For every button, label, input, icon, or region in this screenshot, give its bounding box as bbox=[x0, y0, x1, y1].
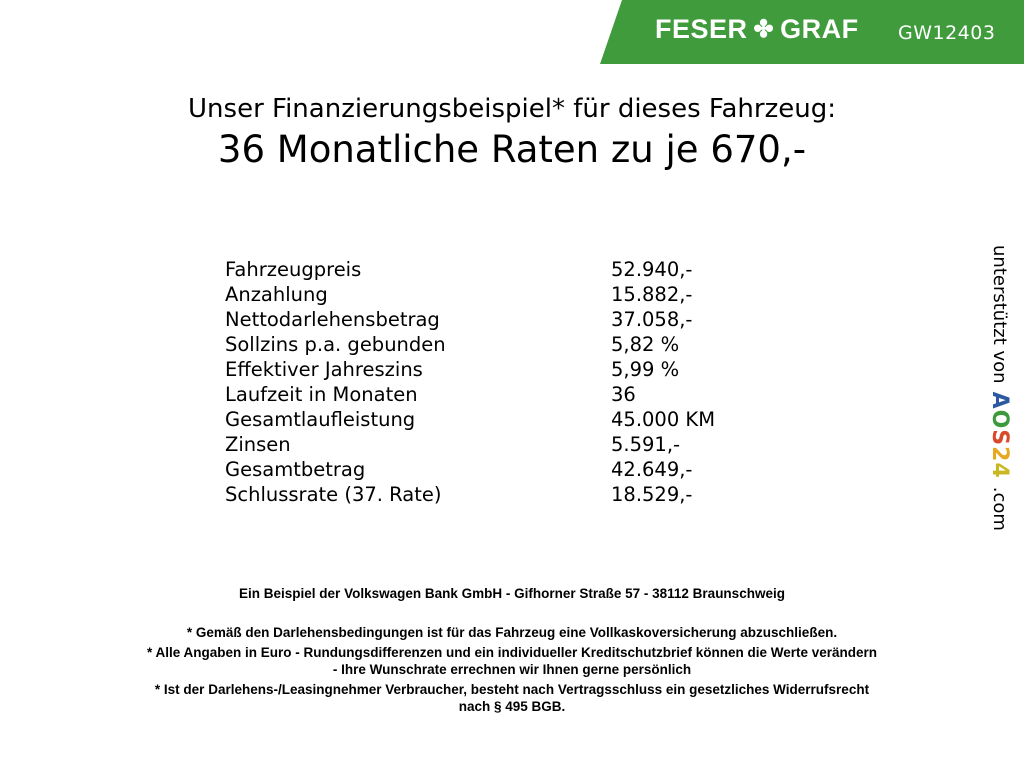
row-label: Schlussrate (37. Rate) bbox=[225, 483, 442, 506]
row-value: 18.529,- bbox=[611, 483, 693, 506]
row-value: 45.000 KM bbox=[611, 408, 716, 431]
footnote-euro-cont: - Ihre Wunschrate errechnen wir Ihnen ge… bbox=[332, 662, 692, 677]
table-row: Laufzeit in Monaten 36 bbox=[225, 382, 825, 407]
row-value: 5,99 % bbox=[611, 358, 680, 381]
financing-table: Fahrzeugpreis 52.940,- Anzahlung 15.882,- … bbox=[225, 257, 825, 507]
row-label: Nettodarlehensbetrag bbox=[225, 308, 440, 331]
page-title: Unser Finanzierungsbeispiel* für dieses … bbox=[188, 94, 836, 124]
footnote-insurance: * Gemäß den Darlehensbedingungen ist für… bbox=[186, 625, 838, 640]
footnote-euro: * Alle Angaben in Euro - Rundungsdiffere… bbox=[146, 645, 878, 660]
row-value: 37.058,- bbox=[611, 308, 693, 331]
row-label: Gesamtlaufleistung bbox=[225, 408, 416, 431]
clover-icon: ✤ bbox=[753, 15, 775, 43]
table-row: Effektiver Jahreszins 5,99 % bbox=[225, 357, 825, 382]
table-row: Anzahlung 15.882,- bbox=[225, 282, 825, 307]
table-row: Gesamtbetrag 42.649,- bbox=[225, 457, 825, 482]
table-row: Nettodarlehensbetrag 37.058,- bbox=[225, 307, 825, 332]
table-row: Zinsen 5.591,- bbox=[225, 432, 825, 457]
row-label: Zinsen bbox=[225, 433, 291, 456]
table-row: Sollzins p.a. gebunden 5,82 % bbox=[225, 332, 825, 357]
brand-banner bbox=[600, 0, 1024, 64]
row-label: Sollzins p.a. gebunden bbox=[225, 333, 446, 356]
brand-logo: FESER ✤ GRAF bbox=[655, 14, 859, 45]
aos24-logo: AOS24 bbox=[987, 391, 1012, 479]
bank-info: Ein Beispiel der Volkswagen Bank GmbH - … bbox=[239, 586, 785, 601]
row-value: 36 bbox=[611, 383, 636, 406]
row-label: Anzahlung bbox=[225, 283, 328, 306]
row-label: Effektiver Jahreszins bbox=[225, 358, 423, 381]
supported-by-text: unterstützt von bbox=[989, 245, 1010, 384]
supported-by-suffix: .com bbox=[989, 486, 1010, 531]
table-row: Fahrzeugpreis 52.940,- bbox=[225, 257, 825, 282]
row-label: Fahrzeugpreis bbox=[225, 258, 362, 281]
row-label: Gesamtbetrag bbox=[225, 458, 366, 481]
vehicle-id: GW12403 bbox=[898, 22, 996, 44]
footnote-withdrawal-cont: nach § 495 BGB. bbox=[458, 699, 566, 714]
row-value: 5,82 % bbox=[611, 333, 680, 356]
table-row: Gesamtlaufleistung 45.000 KM bbox=[225, 407, 825, 432]
row-label: Laufzeit in Monaten bbox=[225, 383, 418, 406]
footnote-withdrawal: * Ist der Darlehens-/Leasingnehmer Verbr… bbox=[154, 682, 870, 697]
table-row: Schlussrate (37. Rate) 18.529,- bbox=[225, 482, 825, 507]
row-value: 5.591,- bbox=[611, 433, 681, 456]
row-value: 15.882,- bbox=[611, 283, 693, 306]
supported-by: unterstützt von AOS24 .com bbox=[987, 245, 1012, 531]
brand-name-right: GRAF bbox=[780, 14, 859, 44]
row-value: 52.940,- bbox=[611, 258, 693, 281]
rate-headline: 36 Monatliche Raten zu je 670,- bbox=[217, 128, 807, 171]
row-value: 42.649,- bbox=[611, 458, 693, 481]
brand-name-left: FESER bbox=[655, 14, 748, 44]
